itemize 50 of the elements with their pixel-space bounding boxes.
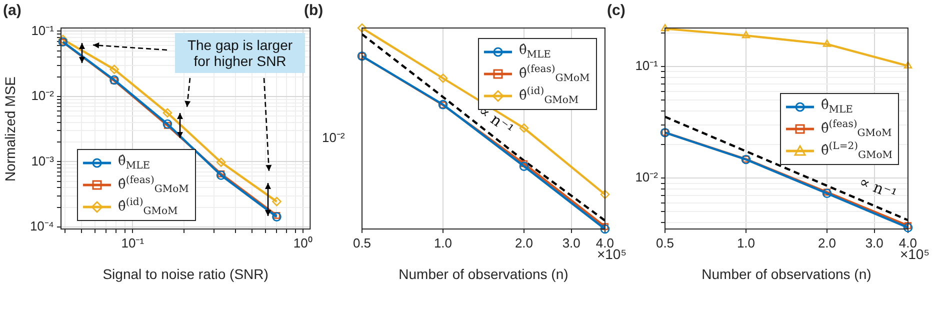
point [162,108,172,118]
point [822,40,832,47]
text: 10⁻² [322,129,345,146]
point [742,30,750,38]
point [600,190,610,200]
x-tick-label: 3.0 [865,235,884,250]
point [218,170,225,178]
point [519,123,529,133]
point [904,222,912,230]
y-axis-title: Normalized MSE [2,76,18,182]
y-tick-label: 10⁻³ [31,153,55,168]
point [110,64,119,74]
x-tick-label: 10⁻¹ [121,235,145,250]
y-tick-label: 10⁻² [31,88,55,104]
chart-title: (a) [3,2,22,19]
x-tick-label: 1.0 [736,235,756,250]
point [904,61,912,69]
point [822,188,832,198]
point [164,122,171,129]
point [824,188,830,196]
x-axis-title: Number of observations (n) [398,266,568,282]
y-tick-label: 10⁻⁴ [30,218,54,234]
x-tick-label: 10⁰ [293,235,313,250]
annotation: The gap is larger for higher SNR [175,33,305,73]
x-tick-label: 3.0 [562,235,580,250]
point [216,158,226,167]
legend-label: θ̂$_{MLE}$ [518,43,551,61]
legend-label: θ̂$_{MLE}$ [118,154,150,172]
annotation: ∝ n⁻¹ [856,172,900,204]
point [438,74,448,83]
legend-label: θ̂$_{MLE}$ [820,98,853,116]
x-tick-label: 0.5 [656,235,674,250]
chart-title: (b) [304,2,324,19]
y-tick-label: 10⁻¹ [31,22,55,38]
x-tick-label: 2.0 [818,235,836,250]
x-tick-label: 1.0 [434,235,452,250]
point [600,224,610,234]
point [216,170,226,180]
point [903,222,913,232]
point [660,24,670,32]
point [357,23,367,33]
point [601,223,608,230]
chart-title: (c) [607,2,626,19]
point [162,119,172,129]
x-tick-label: 2.0 [514,235,534,250]
point [519,162,529,171]
x-axis-title: Number of observations (n) [702,266,872,282]
point [520,160,528,168]
x-axis-title: Signal to noise ratio (SNR) [102,266,268,282]
x-tick-label: 0.5 [352,235,372,250]
